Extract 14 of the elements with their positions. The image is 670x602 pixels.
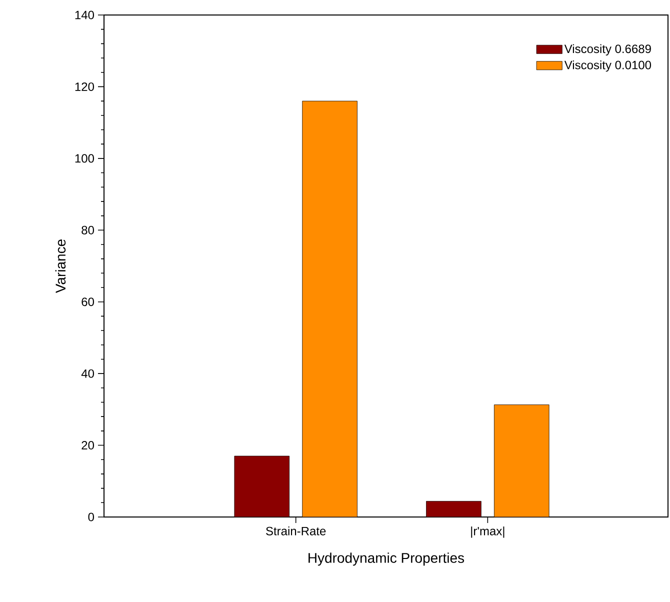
- x-tick-label: |r'max|: [471, 526, 504, 538]
- y-tick-label: 80: [82, 226, 94, 234]
- y-tick-label: 120: [75, 82, 94, 91]
- y-tick-label: 100: [75, 154, 94, 163]
- x-tick-label: Strain-Rate: [266, 526, 326, 536]
- legend-label: Viscosity 0.0100: [564, 60, 652, 72]
- y-tick-label: 0: [88, 512, 94, 522]
- y-tick-label: 40: [81, 369, 94, 378]
- y-axis-title: Variance: [55, 240, 66, 294]
- y-tick-label: 60: [82, 298, 94, 306]
- y-tick-label: 140: [75, 10, 94, 20]
- y-tick-label: 20: [82, 441, 94, 450]
- x-axis-title: Hydrodynamic Properties: [308, 552, 464, 566]
- legend-label: Viscosity 0.6689: [564, 44, 651, 56]
